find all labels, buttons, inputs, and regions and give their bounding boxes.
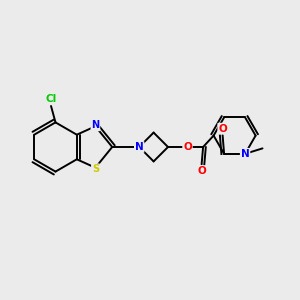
- Text: O: O: [183, 142, 192, 152]
- Text: O: O: [218, 124, 227, 134]
- Text: N: N: [241, 149, 250, 159]
- Text: S: S: [92, 164, 99, 174]
- Text: O: O: [197, 166, 206, 176]
- Text: Cl: Cl: [45, 94, 57, 104]
- Text: N: N: [91, 120, 100, 130]
- Text: N: N: [135, 142, 144, 152]
